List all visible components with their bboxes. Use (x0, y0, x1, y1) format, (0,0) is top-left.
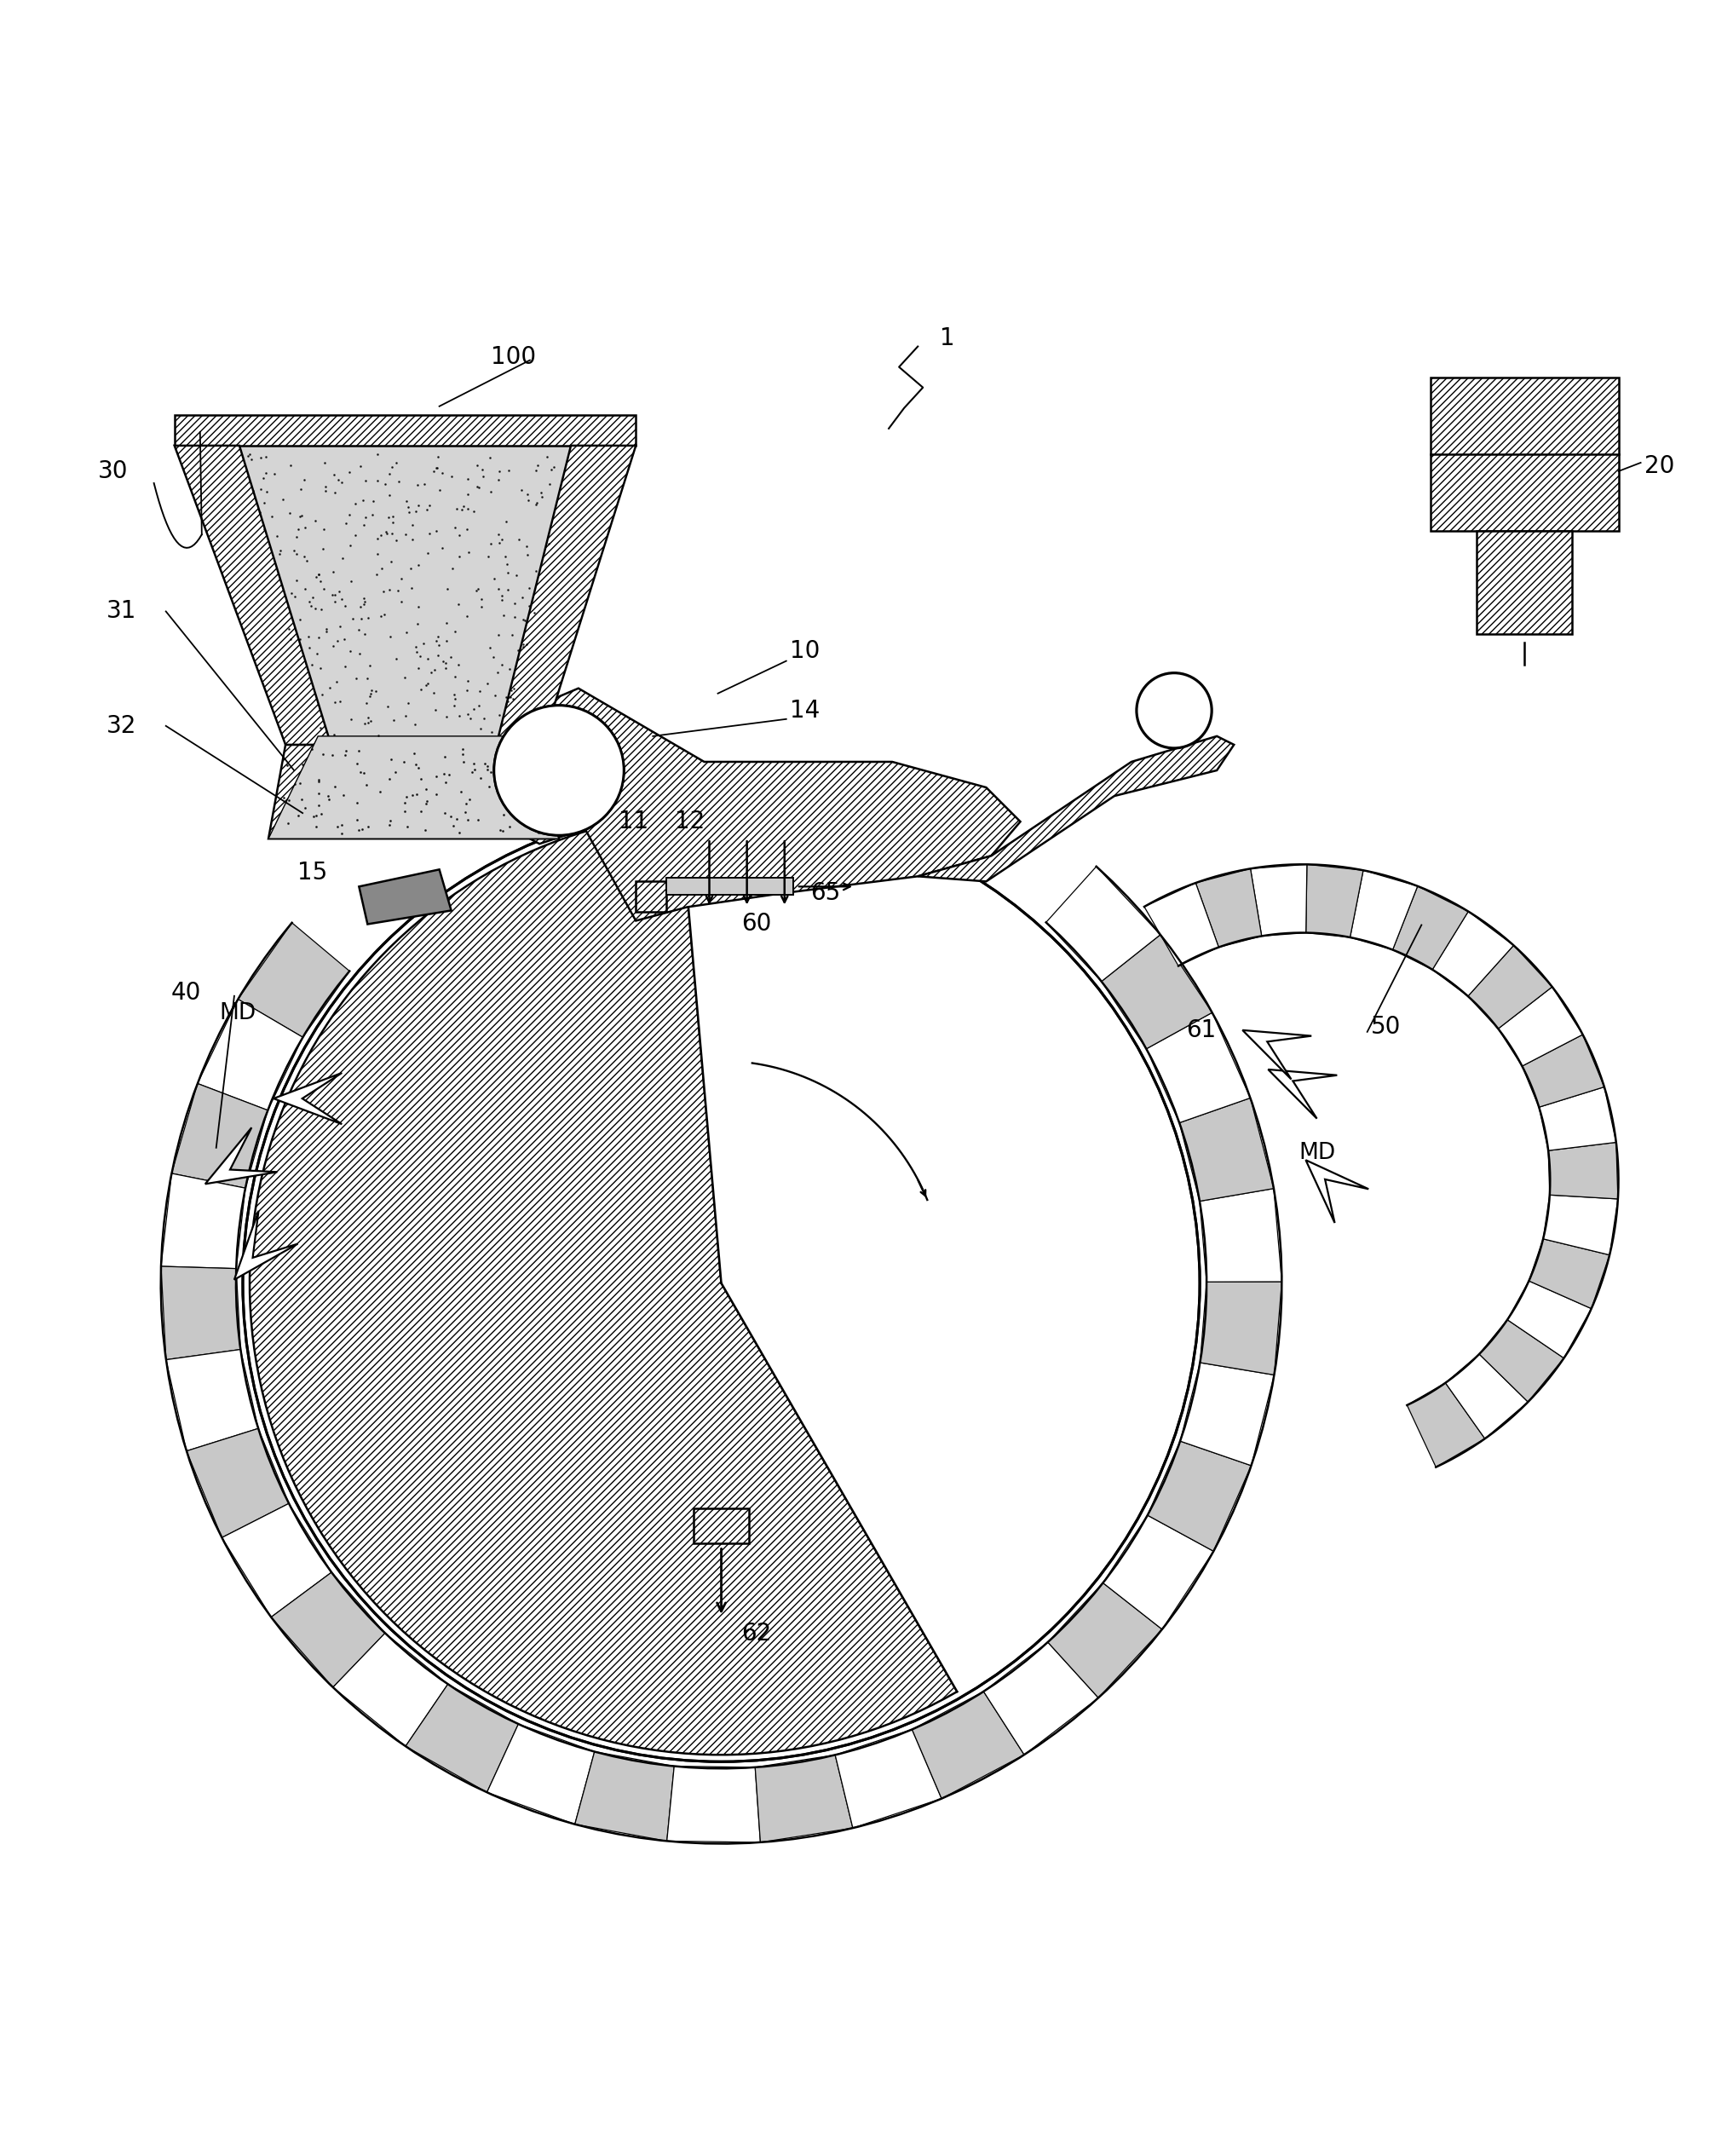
Polygon shape (405, 1684, 518, 1792)
Polygon shape (1543, 1194, 1618, 1255)
Text: 14: 14 (789, 699, 820, 722)
Circle shape (1136, 673, 1211, 748)
Polygon shape (239, 446, 571, 761)
Polygon shape (1242, 1031, 1311, 1080)
Polygon shape (1529, 1240, 1610, 1309)
Circle shape (494, 705, 625, 834)
Polygon shape (575, 1751, 674, 1841)
Polygon shape (221, 1503, 331, 1617)
Polygon shape (836, 1729, 942, 1828)
Circle shape (242, 804, 1199, 1761)
Polygon shape (249, 813, 958, 1755)
Polygon shape (1251, 865, 1308, 936)
Polygon shape (273, 1074, 341, 1123)
Polygon shape (175, 414, 637, 446)
Text: 50: 50 (1371, 1015, 1400, 1039)
Text: 100: 100 (491, 345, 535, 369)
Text: 31: 31 (106, 599, 136, 623)
Text: MD: MD (220, 1003, 256, 1024)
Polygon shape (1048, 1583, 1162, 1697)
Polygon shape (333, 1632, 448, 1746)
Polygon shape (1433, 912, 1514, 996)
Text: 40: 40 (172, 981, 201, 1005)
Text: MD: MD (1299, 1143, 1335, 1164)
Polygon shape (239, 923, 350, 1037)
Polygon shape (1479, 1319, 1563, 1401)
Polygon shape (1103, 1516, 1213, 1630)
Polygon shape (496, 446, 637, 744)
Polygon shape (1199, 1188, 1282, 1283)
Text: 15: 15 (297, 860, 328, 884)
Polygon shape (637, 882, 666, 912)
Polygon shape (443, 688, 1021, 921)
Polygon shape (268, 735, 559, 839)
Polygon shape (175, 446, 331, 744)
Polygon shape (918, 735, 1234, 882)
Polygon shape (268, 744, 559, 839)
Polygon shape (487, 1725, 594, 1824)
Polygon shape (1539, 1087, 1616, 1151)
Polygon shape (693, 1509, 748, 1544)
Text: 32: 32 (106, 714, 136, 737)
Text: 10: 10 (789, 638, 820, 662)
Polygon shape (235, 1212, 299, 1281)
Polygon shape (161, 1266, 240, 1360)
Text: 60: 60 (741, 912, 772, 936)
Text: 61: 61 (1186, 1018, 1217, 1041)
Polygon shape (206, 1128, 278, 1184)
Polygon shape (1306, 865, 1363, 938)
Polygon shape (1393, 886, 1469, 970)
Text: 20: 20 (1644, 455, 1675, 479)
Polygon shape (1146, 1013, 1251, 1123)
Polygon shape (1047, 867, 1160, 981)
Polygon shape (1148, 1440, 1251, 1550)
Polygon shape (1306, 1160, 1369, 1222)
Polygon shape (166, 1350, 257, 1451)
Polygon shape (1467, 944, 1553, 1028)
Polygon shape (271, 1572, 384, 1688)
Polygon shape (1102, 936, 1211, 1048)
Polygon shape (666, 877, 793, 895)
Text: 1: 1 (940, 326, 956, 349)
Polygon shape (1498, 987, 1582, 1065)
Polygon shape (1145, 884, 1218, 966)
Polygon shape (911, 1692, 1024, 1798)
Polygon shape (172, 1084, 268, 1188)
Polygon shape (1179, 1097, 1273, 1201)
Polygon shape (1522, 1035, 1604, 1108)
Polygon shape (755, 1755, 853, 1843)
Polygon shape (187, 1429, 288, 1537)
Polygon shape (161, 1173, 245, 1268)
Polygon shape (1507, 1281, 1591, 1358)
Text: 62: 62 (741, 1621, 772, 1645)
Text: 30: 30 (98, 459, 127, 483)
Polygon shape (1445, 1354, 1527, 1438)
Polygon shape (983, 1643, 1098, 1755)
Polygon shape (1431, 377, 1618, 530)
Polygon shape (197, 998, 302, 1110)
Polygon shape (1477, 530, 1572, 634)
Polygon shape (359, 869, 451, 925)
Text: 11: 11 (619, 811, 649, 834)
Polygon shape (668, 1766, 760, 1843)
Polygon shape (1268, 1069, 1337, 1119)
Polygon shape (1548, 1143, 1618, 1199)
Polygon shape (680, 811, 1193, 1692)
Text: 65: 65 (810, 882, 841, 906)
Polygon shape (1407, 1382, 1484, 1466)
Circle shape (494, 705, 625, 834)
Polygon shape (1181, 1363, 1275, 1466)
Polygon shape (1350, 871, 1417, 951)
Polygon shape (1199, 1281, 1282, 1376)
Polygon shape (1196, 869, 1261, 946)
Text: 12: 12 (674, 811, 705, 834)
